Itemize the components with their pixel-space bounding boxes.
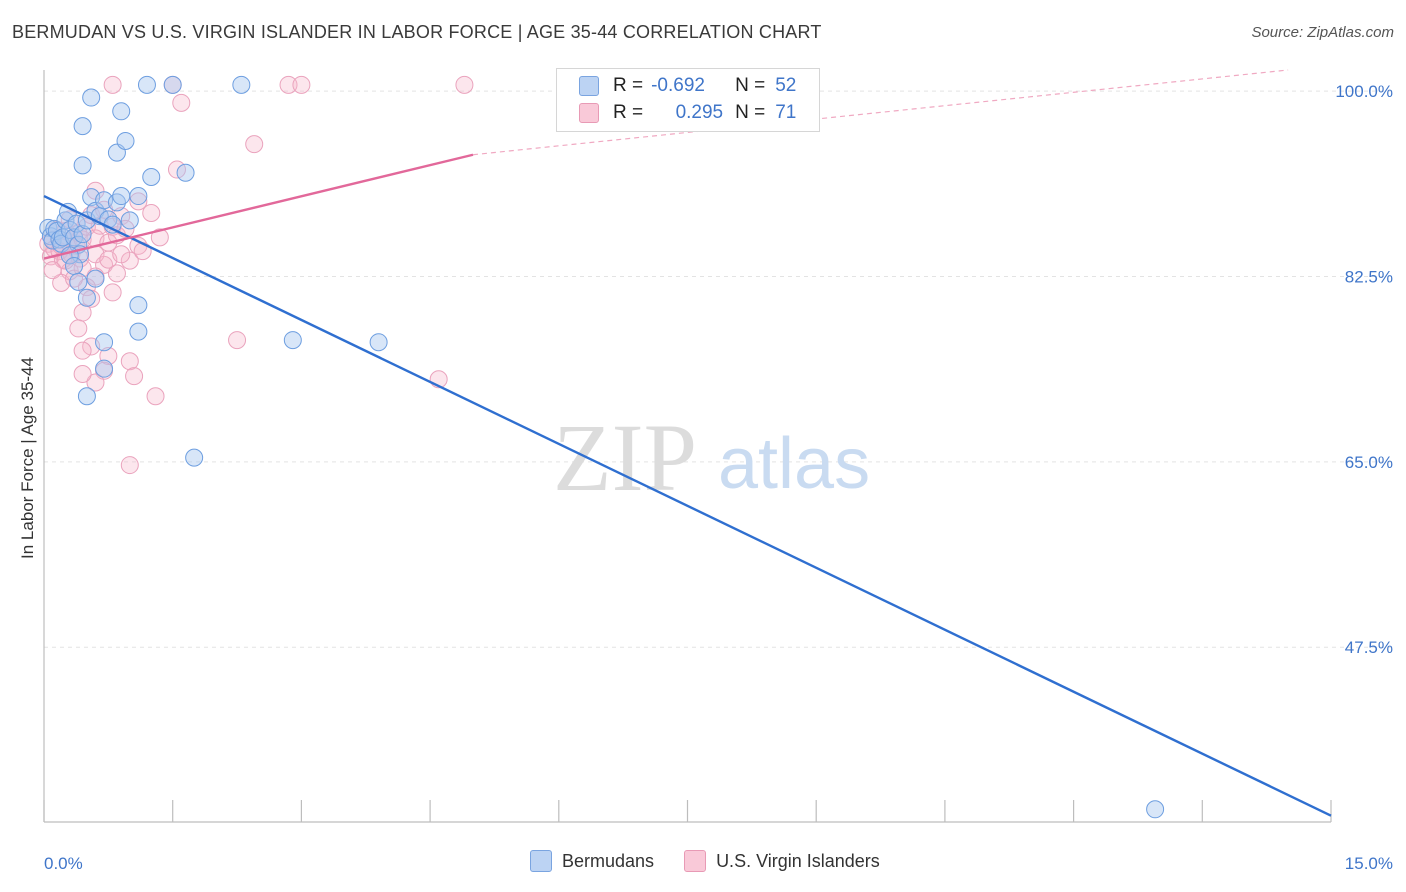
bermudan-point [65, 256, 84, 275]
tick-labels: 47.5% 65.0% 82.5% 100.0% 0.0% 15.0% [44, 82, 1393, 873]
virgin-islander-point [73, 364, 92, 383]
legend-swatch-blue [579, 76, 599, 96]
bermudan-point [69, 272, 88, 291]
virgin-islander-point [69, 319, 88, 338]
virgin-islander-point [129, 192, 148, 211]
watermark: ZIP atlas [553, 404, 870, 511]
bermudan-point [103, 215, 122, 234]
bermudan-point [116, 131, 135, 150]
legend-n-label: N = [735, 75, 766, 96]
virgin-islander-point [146, 387, 165, 406]
legend-n-value-2: 71 [775, 102, 797, 123]
legend-swatch-pink [579, 103, 599, 123]
y-tick-label-2: 82.5% [1345, 268, 1393, 287]
virgin-islander-point [142, 203, 161, 222]
x-tick-label-1: 15.0% [1345, 854, 1393, 873]
virgin-islander-point [103, 283, 122, 302]
virgin-islander-point [172, 93, 191, 112]
bermudan-point [1146, 800, 1165, 819]
virgin-islander-point [279, 75, 298, 94]
trend-lines [43, 69, 1332, 817]
y-tick-label-3: 100.0% [1335, 82, 1393, 101]
bermudan-point [137, 75, 156, 94]
legend-r-value-1: -0.692 [651, 75, 705, 96]
bermudan-point [73, 225, 92, 244]
legend-label-virgin-islanders: U.S. Virgin Islanders [716, 850, 880, 871]
legend-n-value-1: 52 [775, 75, 797, 96]
source-label: Source: ZipAtlas.com [1251, 24, 1394, 41]
legend-swatch-blue [530, 850, 552, 872]
bermudan-point [369, 333, 388, 352]
bermudan-point [112, 187, 131, 206]
bermudan-point [120, 211, 139, 230]
bermudan-point [77, 387, 96, 406]
virgin-islander-point [120, 352, 139, 371]
axes [43, 70, 1332, 823]
virgin-islander-point [150, 228, 169, 247]
legend-r-label: R = [613, 102, 644, 123]
virgin-islander-trend-line [43, 153, 474, 260]
virgin-islander-points [39, 75, 474, 475]
virgin-islander-point [228, 331, 247, 350]
watermark-atlas: atlas [718, 424, 870, 504]
bermudan-point [82, 88, 101, 107]
bermudan-point [95, 333, 114, 352]
legend-label-bermudans: Bermudans [562, 850, 655, 871]
bermudan-point [163, 75, 182, 94]
virgin-islander-point [103, 75, 122, 94]
bermudan-point [73, 156, 92, 175]
virgin-islander-trend-extension [472, 69, 1289, 156]
virgin-islander-point [107, 264, 126, 283]
x-tick-label-0: 0.0% [44, 854, 83, 873]
virgin-islander-point [245, 135, 264, 154]
watermark-zip: ZIP [553, 404, 697, 511]
bermudan-point [232, 75, 251, 94]
series-legend: Bermudans U.S. Virgin Islanders [530, 850, 910, 872]
bermudan-point [86, 269, 105, 288]
legend-swatch-pink [684, 850, 707, 872]
y-tick-label-0: 47.5% [1345, 638, 1393, 657]
bermudan-trend-line [43, 194, 1332, 817]
bermudan-point [73, 117, 92, 136]
bermudan-point [95, 359, 114, 378]
bermudan-point [77, 288, 96, 307]
bermudan-point [129, 322, 148, 341]
bermudan-point [283, 331, 302, 350]
legend-r-label: R = [613, 75, 644, 96]
virgin-islander-point [73, 303, 92, 322]
bermudan-point [129, 187, 148, 206]
legend-item-bermudans: Bermudans [530, 850, 654, 872]
legend-n-label: N = [735, 102, 766, 123]
bermudan-point [112, 102, 131, 121]
bermudan-point [142, 167, 161, 186]
legend-row-virgin-islanders: R = 0.295 N = 71 [579, 100, 796, 126]
bermudan-point [67, 214, 86, 233]
correlation-legend: R = -0.692 N = 52 R = 0.295 N = 71 [556, 68, 820, 132]
legend-row-bermudans: R = -0.692 N = 52 [579, 73, 796, 99]
bermudan-points [39, 75, 1165, 819]
bermudan-point [185, 448, 204, 467]
y-tick-label-1: 65.0% [1345, 453, 1393, 472]
virgin-islander-point [125, 367, 144, 386]
virgin-islander-point [120, 456, 139, 475]
virgin-islander-point [455, 75, 474, 94]
bermudan-point [176, 163, 195, 182]
legend-item-virgin-islanders: U.S. Virgin Islanders [684, 850, 880, 872]
chart-title: BERMUDAN VS U.S. VIRGIN ISLANDER IN LABO… [12, 22, 822, 42]
gridlines [44, 90, 1392, 648]
legend-r-value-2: 0.295 [675, 102, 724, 123]
virgin-islander-point [86, 373, 105, 392]
virgin-islander-point [292, 75, 311, 94]
bermudan-point [129, 296, 148, 315]
virgin-islander-point [73, 341, 92, 360]
virgin-islander-point [43, 261, 62, 280]
virgin-islander-point [112, 245, 131, 264]
